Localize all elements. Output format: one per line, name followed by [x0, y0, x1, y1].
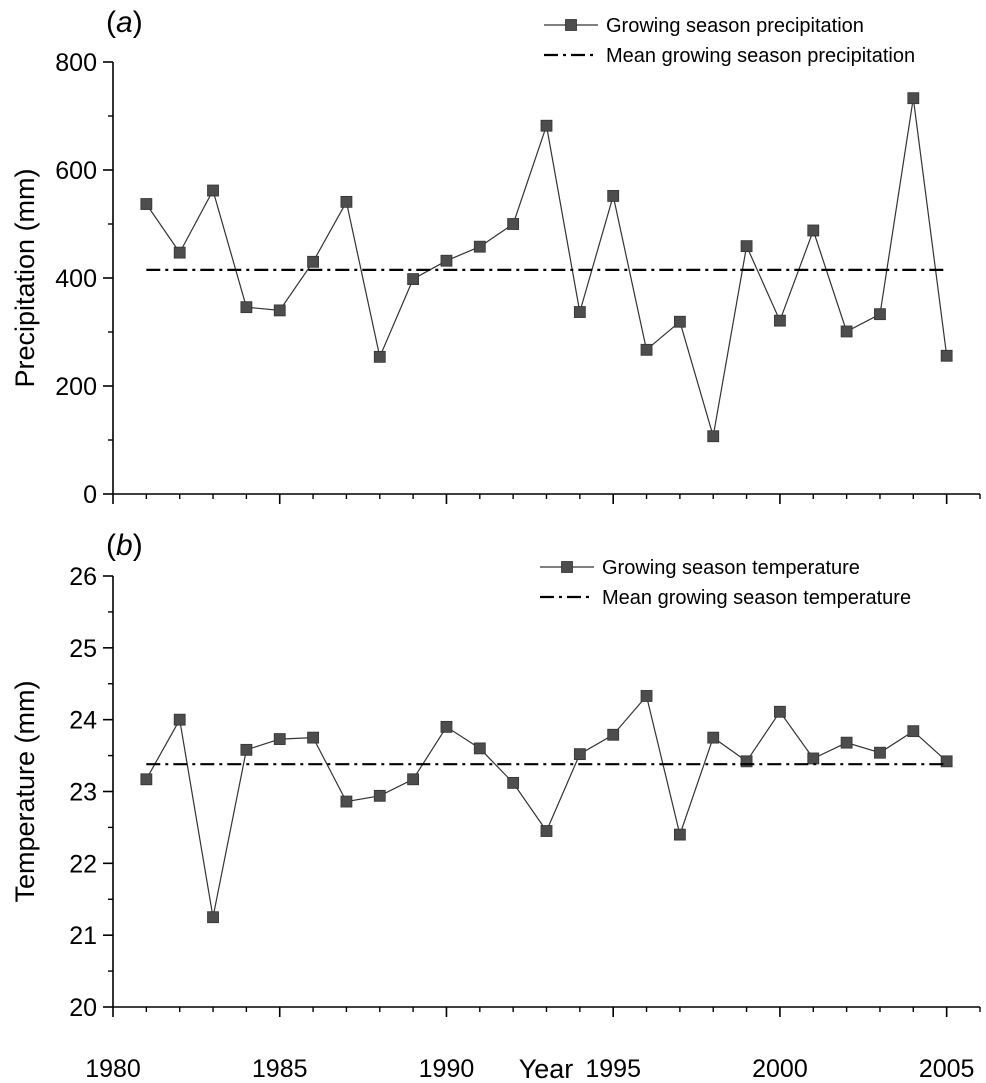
data-point [807, 224, 820, 237]
data-point [907, 725, 920, 738]
data-point [340, 795, 353, 808]
data-point [240, 301, 253, 314]
y-tick-label: 600 [55, 157, 97, 185]
data-point [607, 190, 620, 202]
data-point [507, 776, 520, 789]
data-point [173, 713, 186, 726]
y-axis-title: Precipitation (mm) [10, 168, 40, 387]
data-point [440, 254, 453, 267]
legend-label: Mean growing season temperature [602, 587, 911, 609]
data-point [940, 755, 953, 768]
data-point [707, 430, 720, 443]
data-point [207, 184, 219, 197]
x-tick-label: 1990 [419, 1055, 475, 1083]
x-tick-label: 2005 [919, 1055, 975, 1083]
data-point [774, 705, 786, 718]
series-line [145, 98, 948, 437]
data-point [373, 350, 386, 363]
data-point [640, 343, 653, 356]
legend-swatch-marker [565, 19, 577, 31]
legend-label: Growing season precipitation [606, 15, 864, 37]
data-point [673, 315, 686, 328]
y-tick-label: 24 [69, 707, 97, 735]
legend: Growing season temperature Mean growing s… [540, 557, 911, 609]
data-point [340, 195, 353, 208]
y-tick-label: 800 [55, 49, 97, 77]
legend-label: Growing season temperature [602, 557, 860, 579]
data-point [840, 736, 853, 749]
data-point [240, 743, 253, 756]
data-point [874, 308, 886, 321]
data-point [307, 255, 319, 268]
data-point [373, 789, 386, 802]
data-point [273, 304, 286, 317]
data-point [607, 728, 620, 741]
data-point [540, 825, 553, 837]
x-tick-label: 1995 [585, 1055, 641, 1083]
y-tick-label: 400 [55, 265, 97, 293]
x-axis-title-year: Year [519, 1054, 574, 1083]
data-point [307, 731, 319, 744]
data-point [507, 218, 520, 230]
data-point [740, 240, 753, 253]
y-axis-title: Temperature (mm) [10, 680, 40, 902]
data-point [940, 349, 953, 362]
panel-label: (b) [106, 529, 143, 562]
y-tick-label: 0 [83, 481, 97, 509]
data-point [874, 746, 886, 759]
y-tick-label: 200 [55, 373, 97, 401]
data-point [707, 731, 720, 744]
data-point [540, 119, 553, 132]
legend: Growing season precipitation Mean growing… [544, 15, 915, 67]
panel-label: (a) [106, 6, 143, 39]
data-point [173, 246, 186, 259]
data-point [573, 748, 586, 761]
y-tick-label: 26 [69, 563, 97, 591]
x-tick-label: 2000 [752, 1055, 808, 1083]
legend-swatch-marker [561, 561, 573, 573]
data-point [140, 773, 153, 786]
data-point [273, 733, 286, 745]
x-tick-label: 1985 [252, 1055, 308, 1083]
series-line [145, 694, 948, 918]
y-tick-label: 23 [69, 779, 97, 807]
panel-a-precipitation-chart: 0200400600800198019851990199520002005Pre… [10, 6, 981, 509]
data-point [840, 325, 853, 338]
data-point [140, 198, 153, 210]
data-point [740, 755, 753, 768]
data-point [473, 742, 486, 755]
data-point [807, 752, 820, 765]
data-point [473, 240, 486, 253]
x-tick-label: 1980 [85, 1055, 141, 1083]
legend-label: Mean growing season precipitation [606, 45, 915, 67]
y-tick-label: 21 [69, 922, 97, 950]
y-tick-label: 20 [69, 994, 97, 1022]
data-point [640, 690, 653, 702]
data-point [573, 306, 586, 318]
y-tick-label: 22 [69, 850, 97, 878]
data-point [907, 92, 920, 105]
data-point [673, 828, 686, 841]
data-point [207, 911, 219, 924]
data-point [407, 273, 420, 285]
data-point [407, 773, 420, 786]
data-point [774, 314, 786, 327]
data-point [440, 720, 453, 733]
y-tick-label: 25 [69, 635, 97, 663]
panel-b-temperature-chart: 20 21 22 23 24 25 26 1980 1985 1990 1995 2000 2005 Te… [10, 529, 981, 1083]
